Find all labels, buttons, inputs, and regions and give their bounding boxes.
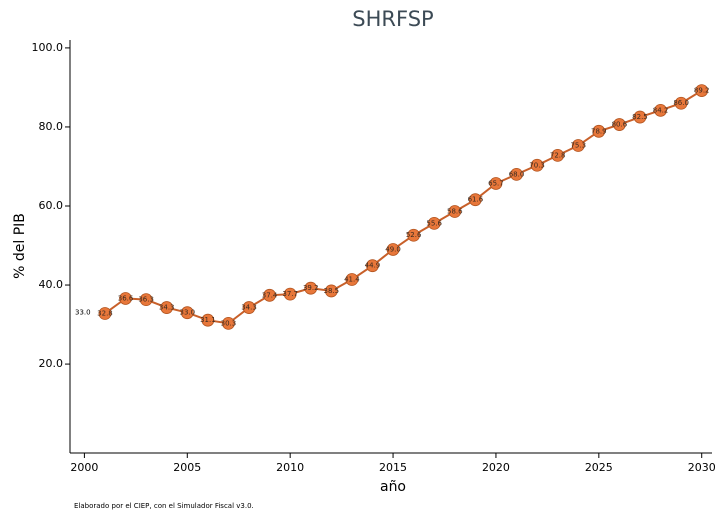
marker — [119, 292, 132, 305]
data-label: 49.0 — [385, 245, 401, 253]
data-label: 32.8 — [97, 309, 113, 317]
marker — [242, 301, 256, 314]
y-tick-label: 20.0 — [39, 357, 64, 370]
chart-title: SHRFSP — [352, 7, 433, 31]
marker — [592, 124, 606, 138]
marker — [674, 96, 688, 110]
data-label: 31.1 — [200, 316, 216, 324]
data-label: 68.0 — [509, 170, 525, 178]
marker — [633, 110, 647, 124]
annotation: 33.0 — [75, 309, 91, 317]
data-label: 34.3 — [241, 304, 257, 312]
marker — [201, 313, 215, 327]
marker — [510, 167, 523, 181]
marker — [139, 293, 153, 307]
marker — [530, 158, 544, 172]
y-tick-label: 80.0 — [39, 120, 64, 133]
data-label: 82.5 — [632, 113, 648, 121]
marker — [160, 301, 174, 314]
marker — [366, 259, 379, 273]
marker — [304, 281, 318, 295]
marker — [613, 118, 626, 131]
data-label: 36.6 — [118, 294, 134, 302]
x-tick-label: 2020 — [482, 461, 510, 474]
marker — [427, 216, 441, 230]
data-label: 61.6 — [468, 196, 484, 204]
data-label: 30.3 — [221, 319, 237, 327]
data-label: 36.3 — [138, 296, 154, 304]
data-label: 39.2 — [303, 284, 319, 292]
data-label: 58.6 — [447, 208, 463, 216]
marker — [654, 103, 667, 117]
marker — [386, 243, 400, 256]
x-tick-label: 2030 — [688, 461, 716, 474]
data-label: 86.0 — [673, 99, 689, 107]
data-label: 72.8 — [550, 151, 566, 159]
data-label: 37.7 — [282, 290, 298, 298]
data-label: 70.3 — [529, 161, 545, 169]
marker — [180, 306, 194, 320]
marker — [695, 84, 709, 97]
x-tick-label: 2025 — [585, 461, 613, 474]
data-label: 80.6 — [612, 121, 628, 129]
data-label: 52.6 — [406, 231, 422, 239]
data-label: 41.4 — [344, 276, 360, 284]
data-label: 89.2 — [694, 87, 710, 95]
data-label: 75.3 — [570, 142, 586, 150]
data-label: 34.3 — [159, 304, 175, 312]
data-label: 84.2 — [653, 106, 669, 114]
data-label: 38.5 — [324, 287, 340, 295]
x-tick-label: 2010 — [276, 461, 304, 474]
marker — [345, 273, 359, 286]
data-label: 33.0 — [179, 309, 195, 317]
marker — [283, 287, 297, 301]
marker — [222, 316, 235, 330]
x-tick-label: 2000 — [70, 461, 98, 474]
marker — [407, 228, 421, 242]
marker — [551, 149, 565, 162]
x-tick-label: 2015 — [379, 461, 407, 474]
marker — [324, 284, 338, 298]
y-tick-label: 40.0 — [39, 278, 64, 291]
marker — [98, 307, 112, 320]
x-axis-label: año — [380, 479, 406, 495]
marker — [468, 193, 482, 207]
data-label: 55.6 — [426, 219, 442, 227]
data-label: 78.9 — [591, 127, 607, 135]
marker — [571, 139, 585, 152]
marker — [448, 205, 462, 218]
x-tick-label: 2005 — [173, 461, 201, 474]
data-label: 44.9 — [365, 262, 381, 270]
y-tick-label: 100.0 — [32, 41, 64, 54]
y-axis-label: % del PIB — [12, 213, 28, 279]
marker — [263, 288, 276, 302]
y-tick-label: 60.0 — [39, 199, 64, 212]
footnote: Elaborado por el CIEP, con el Simulador … — [74, 502, 254, 510]
marker — [489, 177, 503, 190]
data-label: 37.4 — [262, 291, 278, 299]
data-label: 65.7 — [488, 179, 504, 187]
